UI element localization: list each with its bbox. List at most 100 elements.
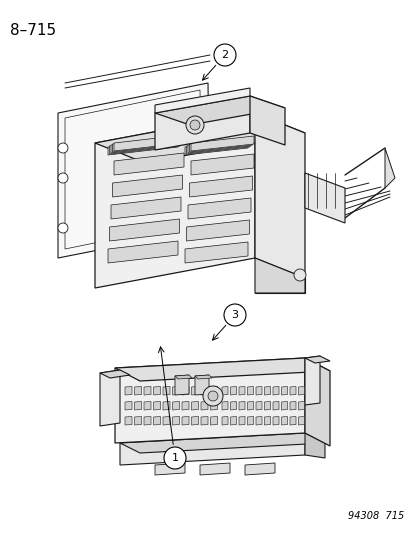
Polygon shape (289, 416, 295, 425)
Polygon shape (186, 220, 249, 241)
Polygon shape (163, 386, 170, 395)
Polygon shape (221, 416, 228, 425)
Polygon shape (264, 401, 270, 410)
Polygon shape (244, 463, 274, 475)
Polygon shape (125, 401, 132, 410)
Polygon shape (281, 386, 287, 395)
Polygon shape (272, 386, 278, 395)
Circle shape (207, 391, 218, 401)
Polygon shape (111, 197, 180, 219)
Circle shape (58, 143, 68, 153)
Polygon shape (221, 401, 228, 410)
Polygon shape (188, 198, 250, 219)
Polygon shape (125, 386, 132, 395)
Polygon shape (154, 463, 185, 475)
Polygon shape (195, 375, 209, 395)
Polygon shape (186, 139, 249, 154)
Polygon shape (221, 386, 228, 395)
Polygon shape (120, 433, 324, 453)
Polygon shape (201, 416, 207, 425)
Polygon shape (108, 139, 178, 155)
Polygon shape (144, 386, 151, 395)
Polygon shape (264, 416, 270, 425)
Circle shape (214, 44, 235, 66)
Polygon shape (154, 96, 249, 150)
Polygon shape (111, 137, 180, 153)
Polygon shape (249, 96, 284, 145)
Polygon shape (281, 416, 287, 425)
Polygon shape (172, 401, 179, 410)
Polygon shape (191, 386, 198, 395)
Polygon shape (238, 416, 244, 425)
Polygon shape (210, 416, 217, 425)
Text: 8–715: 8–715 (10, 23, 56, 38)
Polygon shape (134, 416, 141, 425)
Polygon shape (153, 416, 160, 425)
Polygon shape (304, 433, 324, 458)
Polygon shape (304, 356, 319, 405)
Polygon shape (175, 375, 192, 379)
Polygon shape (172, 386, 179, 395)
Polygon shape (163, 401, 170, 410)
Polygon shape (238, 386, 244, 395)
Polygon shape (134, 386, 141, 395)
Polygon shape (201, 386, 207, 395)
Polygon shape (120, 433, 304, 465)
Polygon shape (254, 258, 304, 293)
Polygon shape (109, 219, 179, 241)
Polygon shape (264, 386, 270, 395)
Polygon shape (304, 358, 329, 446)
Polygon shape (230, 401, 236, 410)
Polygon shape (230, 416, 236, 425)
Polygon shape (175, 375, 189, 395)
Polygon shape (153, 401, 160, 410)
Polygon shape (58, 83, 209, 258)
Polygon shape (172, 416, 179, 425)
Polygon shape (289, 386, 295, 395)
Polygon shape (272, 401, 278, 410)
Polygon shape (154, 88, 249, 113)
Polygon shape (210, 401, 217, 410)
Polygon shape (247, 416, 253, 425)
Polygon shape (112, 175, 182, 197)
Polygon shape (298, 416, 304, 425)
Polygon shape (100, 370, 120, 426)
Polygon shape (255, 401, 261, 410)
Polygon shape (154, 96, 284, 125)
Polygon shape (185, 242, 247, 263)
Polygon shape (199, 463, 230, 475)
Polygon shape (190, 154, 254, 175)
Polygon shape (185, 140, 247, 155)
Polygon shape (153, 386, 160, 395)
Circle shape (202, 386, 223, 406)
Polygon shape (201, 401, 207, 410)
Text: 94308  715: 94308 715 (347, 511, 403, 521)
Polygon shape (247, 401, 253, 410)
Polygon shape (189, 176, 252, 197)
Polygon shape (304, 173, 344, 223)
Polygon shape (210, 386, 217, 395)
Polygon shape (144, 416, 151, 425)
Polygon shape (112, 136, 182, 152)
Polygon shape (238, 401, 244, 410)
Polygon shape (134, 401, 141, 410)
Polygon shape (95, 113, 304, 163)
Polygon shape (109, 138, 179, 154)
Circle shape (293, 269, 305, 281)
Circle shape (223, 304, 245, 326)
Text: 3: 3 (231, 310, 238, 320)
Polygon shape (191, 401, 198, 410)
Circle shape (190, 120, 199, 130)
Polygon shape (298, 386, 304, 395)
Polygon shape (182, 401, 189, 410)
Circle shape (164, 447, 185, 469)
Polygon shape (195, 375, 211, 379)
Polygon shape (182, 386, 189, 395)
Circle shape (58, 223, 68, 233)
Polygon shape (384, 148, 394, 188)
Polygon shape (95, 113, 254, 288)
Polygon shape (189, 137, 252, 152)
Polygon shape (230, 386, 236, 395)
Polygon shape (272, 416, 278, 425)
Polygon shape (191, 416, 198, 425)
